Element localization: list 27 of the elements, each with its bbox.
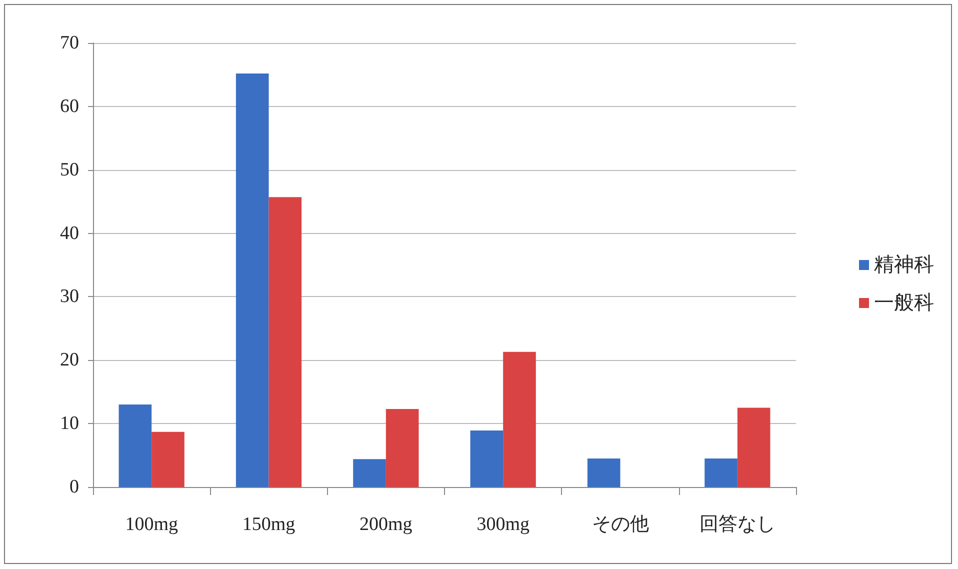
y-tick-label: 40 [60, 222, 79, 244]
y-tick-label: 30 [60, 286, 79, 308]
y-tick-label: 60 [60, 96, 79, 117]
bar [236, 73, 269, 487]
bar [704, 458, 738, 487]
x-tick-label: 100mg [125, 514, 178, 535]
bar [152, 432, 184, 487]
y-tick-label: 20 [60, 350, 79, 371]
legend-label: 一般科 [874, 292, 934, 314]
x-tick-label: 300mg [476, 514, 530, 535]
bar [268, 197, 302, 487]
y-tick-label: 10 [60, 413, 79, 434]
bar [118, 404, 152, 487]
bar [386, 408, 419, 487]
legend-label: 精神科 [874, 254, 934, 276]
bar [503, 352, 536, 487]
y-tick-label: 70 [60, 32, 79, 54]
bar [470, 430, 504, 487]
y-tick-label: 50 [60, 159, 79, 180]
bar [587, 458, 620, 487]
bar [737, 408, 770, 487]
y-tick-label: 0 [70, 476, 79, 498]
bar [353, 459, 386, 487]
x-tick-label: 回答なし [699, 514, 776, 535]
x-tick-label: 200mg [360, 514, 413, 535]
x-tick-label: 150mg [242, 514, 296, 535]
x-tick-label: その他 [592, 514, 649, 535]
